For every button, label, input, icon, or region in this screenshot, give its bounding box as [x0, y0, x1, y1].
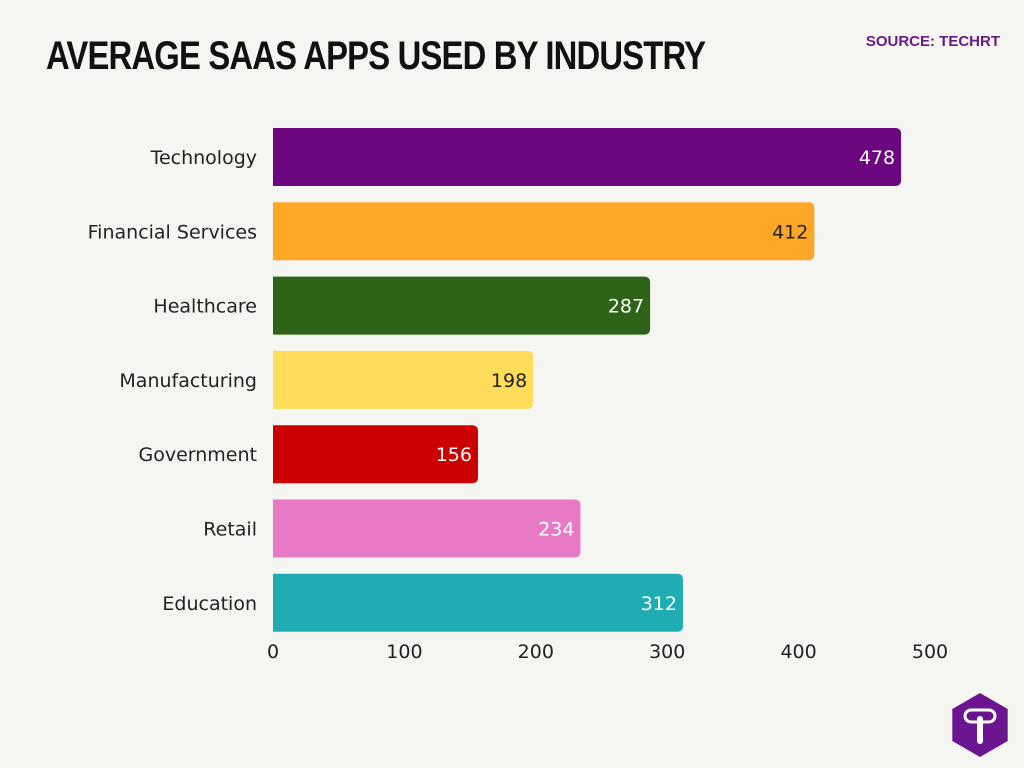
bar — [273, 573, 683, 632]
data-label: 198 — [491, 370, 527, 392]
x-tick-label: 200 — [518, 641, 554, 663]
bar — [273, 350, 534, 409]
category-label: Financial Services — [88, 221, 257, 243]
data-label: 234 — [538, 519, 574, 541]
data-label: 156 — [436, 444, 472, 466]
category-label: Manufacturing — [119, 370, 257, 392]
data-label: 478 — [859, 147, 895, 169]
category-label: Healthcare — [153, 296, 257, 318]
bar — [273, 128, 902, 186]
x-tick-label: 100 — [386, 641, 422, 663]
bar — [273, 276, 651, 335]
data-label: 287 — [608, 296, 644, 318]
bar — [273, 202, 815, 261]
x-tick-label: 400 — [780, 641, 816, 663]
hexagon-t-logo — [952, 693, 1008, 757]
data-label: 412 — [772, 221, 808, 243]
category-label: Technology — [150, 147, 257, 169]
data-label: 312 — [641, 593, 677, 615]
chart-title: AVERAGE SAAS APPS USED BY INDUSTRY — [46, 34, 706, 78]
x-tick-label: 500 — [912, 641, 948, 663]
x-tick-label: 300 — [649, 641, 685, 663]
source-label: SOURCE: TECHRT — [865, 33, 1000, 50]
bar — [273, 499, 581, 558]
bar — [273, 425, 478, 484]
category-label: Retail — [203, 519, 257, 541]
category-label: Education — [162, 593, 257, 615]
category-label: Government — [139, 444, 258, 466]
x-tick-label: 0 — [267, 641, 279, 663]
